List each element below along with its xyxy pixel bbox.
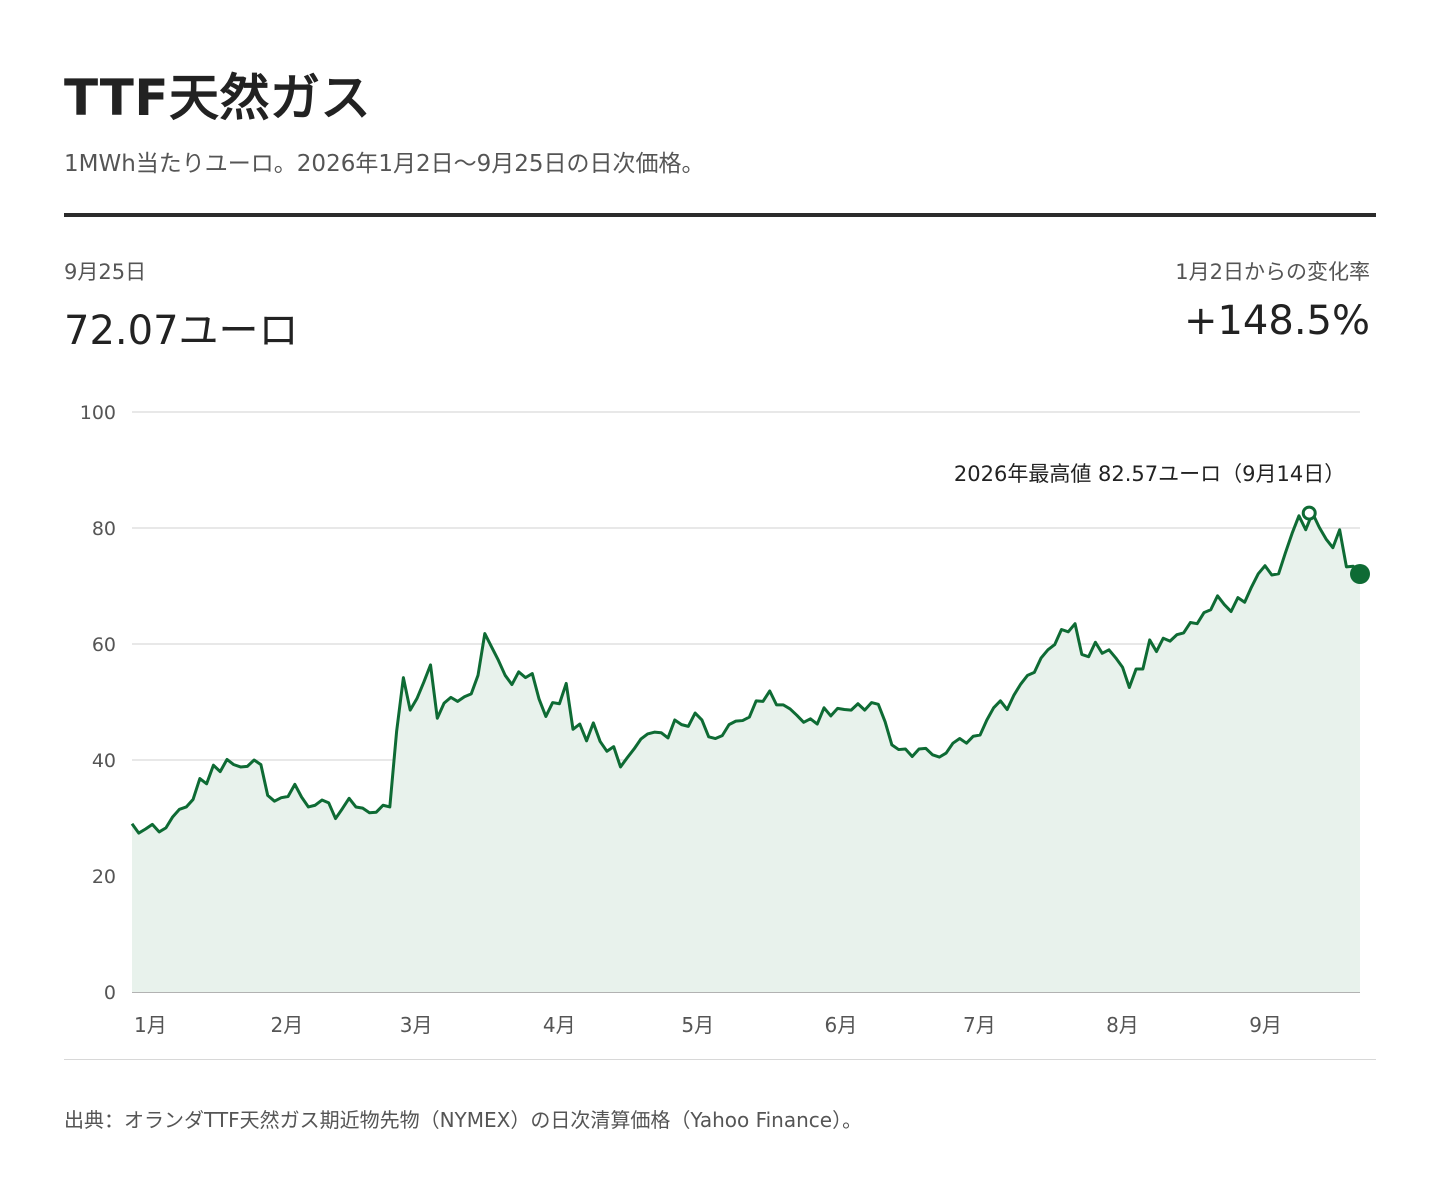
change-rate-label: 1月2日からの変化率 xyxy=(1175,260,1370,284)
x-axis: 1月 2月 3月 4月 5月 6月 7月 8月 9月 xyxy=(134,1013,1282,1037)
chart-title: TTF天然ガス xyxy=(64,69,372,127)
price-area xyxy=(132,513,1360,992)
x-tick-label: 6月 xyxy=(824,1013,857,1037)
y-tick-label: 100 xyxy=(80,402,116,424)
x-tick-label: 7月 xyxy=(963,1013,996,1037)
x-tick-label: 4月 xyxy=(543,1013,576,1037)
chart-subtitle: 1MWh当たりユーロ。2026年1月2日〜9月25日の日次価格。 xyxy=(64,151,705,177)
y-tick-label: 0 xyxy=(104,982,116,1004)
y-tick-label: 60 xyxy=(92,634,116,656)
peak-marker xyxy=(1301,505,1317,521)
x-tick-label: 8月 xyxy=(1106,1013,1139,1037)
footer-divider xyxy=(64,1059,1376,1060)
latest-price-value: 72.07ユーロ xyxy=(64,308,299,354)
x-tick-label: 1月 xyxy=(134,1013,167,1037)
x-tick-label: 3月 xyxy=(400,1013,433,1037)
y-tick-label: 20 xyxy=(92,866,116,888)
x-tick-label: 2月 xyxy=(270,1013,303,1037)
y-tick-label: 40 xyxy=(92,750,116,772)
peak-annotation: 2026年最高値 82.57ユーロ（9月14日） xyxy=(954,462,1345,486)
latest-date-label: 9月25日 xyxy=(64,260,147,284)
price-chart: 0 20 40 60 80 100 1月 2月 3月 4月 5月 6月 7月 8月 9月 2026年最高値… xyxy=(80,402,1370,1037)
last-point-marker xyxy=(1350,563,1370,584)
x-tick-label: 5月 xyxy=(681,1013,714,1037)
source-note: 出典：オランダTTF天然ガス期近物先物（NYMEX）の日次清算価格（Yahoo … xyxy=(64,1108,863,1132)
x-tick-label: 9月 xyxy=(1249,1013,1282,1037)
change-rate-value: +148.5% xyxy=(1183,298,1370,344)
header-divider xyxy=(64,213,1376,217)
markers-layer: 2026年最高値 82.57ユーロ（9月14日） xyxy=(954,462,1370,584)
price-line xyxy=(130,511,1362,835)
y-tick-label: 80 xyxy=(92,518,116,540)
